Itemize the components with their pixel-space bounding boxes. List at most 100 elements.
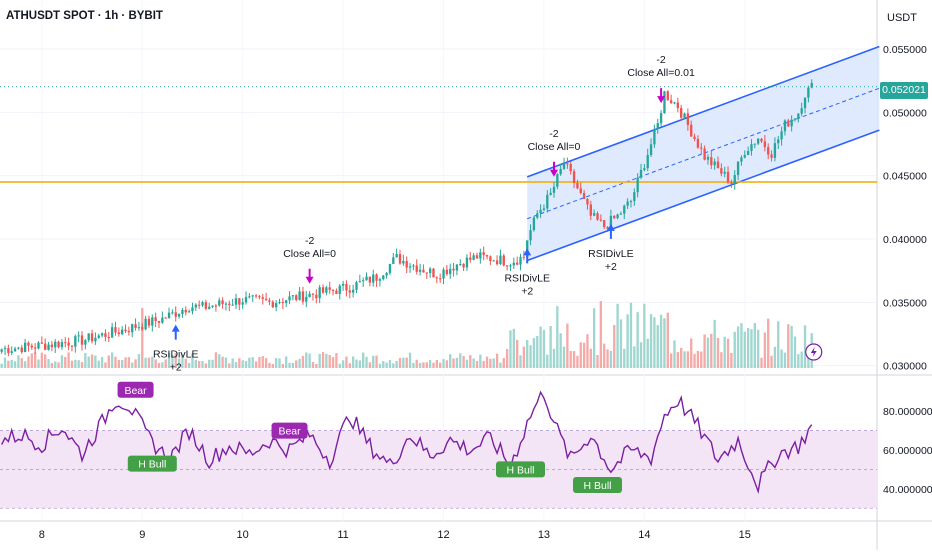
volume-bar (94, 355, 97, 368)
volume-bar (117, 359, 121, 368)
candle-body (542, 208, 546, 210)
volume-bar (30, 353, 33, 368)
time-tick-label: 10 (237, 529, 249, 541)
candle-body (412, 265, 415, 267)
candle-body (311, 293, 315, 295)
volume-bar (17, 355, 20, 368)
volume-bar (362, 352, 365, 368)
exit-signal-label: -2 (305, 235, 314, 247)
volume-bar (251, 357, 254, 368)
volume-bar (700, 351, 703, 368)
volume-bar (151, 356, 154, 368)
volume-bar (331, 357, 335, 368)
volume-bar (351, 356, 355, 368)
candle-body (666, 91, 669, 101)
volume-bar (20, 358, 23, 368)
candle-body (499, 255, 502, 265)
volume-bar (127, 357, 131, 368)
volume-bar (47, 359, 50, 368)
volume-bar (285, 356, 288, 368)
volume-bar (526, 339, 529, 368)
volume-bar (696, 350, 700, 368)
candle-body (422, 269, 425, 273)
volume-bar (214, 352, 218, 368)
volume-bar (777, 321, 780, 368)
volume-bar (64, 356, 67, 368)
volume-bar (348, 363, 351, 368)
candle-body (398, 254, 402, 264)
candle-body (191, 307, 194, 312)
volume-bar (439, 362, 442, 368)
exit-marker (549, 161, 558, 177)
candle-body (402, 261, 405, 264)
candle-body (57, 341, 60, 348)
lightning-bolt-glyph (810, 347, 817, 357)
candle-body (274, 303, 278, 308)
volume-bar (663, 318, 666, 368)
time-tick-label: 9 (139, 529, 145, 541)
candle-body (659, 113, 663, 124)
volume-bar (522, 346, 526, 368)
volume-bar (415, 359, 418, 368)
candle-body (482, 252, 485, 256)
candle-body (767, 147, 770, 155)
candle-body (676, 102, 680, 109)
candle-body (298, 291, 301, 300)
candle-body (174, 312, 177, 317)
divergence-label-text: H Bull (138, 459, 166, 471)
volume-bar (328, 354, 331, 368)
volume-bar (84, 352, 87, 368)
candle-body (13, 348, 17, 352)
volume-bar (402, 357, 405, 368)
volume-bar (398, 358, 402, 368)
candle-body (134, 324, 137, 329)
volume-bar (733, 331, 736, 368)
candle-body (439, 278, 442, 280)
candle-body (288, 296, 291, 301)
volume-bar (736, 326, 740, 368)
candle-body (696, 138, 700, 148)
volume-bar (418, 363, 422, 368)
volume-bar (288, 362, 291, 368)
candle-body (351, 289, 355, 293)
candle-body (74, 336, 77, 347)
volume-bar (408, 352, 412, 368)
candle-body (629, 200, 633, 202)
candle-body (619, 213, 623, 215)
currency-label[interactable]: USDT (887, 12, 917, 24)
candle-body (151, 317, 154, 326)
volume-bar (623, 348, 626, 368)
candle-body (807, 87, 810, 98)
volume-bar (797, 354, 800, 368)
volume-bar (619, 319, 623, 368)
volume-bar (586, 334, 589, 368)
price-tick-label: 0.050000 (883, 107, 927, 119)
volume-bar (224, 357, 228, 368)
volume-bar (422, 362, 425, 368)
candle-body (790, 119, 793, 127)
candle-body (131, 324, 134, 333)
candle-body (780, 131, 783, 140)
candle-body (472, 255, 475, 260)
candle-body (613, 215, 616, 219)
candle-body (388, 263, 392, 273)
candle-body (700, 147, 703, 149)
volume-bar (686, 351, 690, 368)
volume-bar (703, 334, 706, 368)
volume-bar (325, 353, 328, 368)
candle-body (338, 285, 341, 294)
volume-bar (7, 360, 10, 368)
candle-body (308, 293, 311, 297)
candle-body (100, 333, 104, 336)
bull-divergence-label: H Bull (572, 476, 622, 493)
volume-bar (629, 302, 633, 368)
volume-bar (70, 360, 74, 368)
volume-bar (121, 359, 124, 368)
long-entry-arrow (171, 324, 180, 340)
volume-bar (465, 359, 469, 368)
bear-divergence-label: Bear (271, 422, 308, 439)
candle-body (315, 294, 318, 299)
volume-bar (582, 342, 586, 368)
volume-bar (114, 356, 117, 368)
